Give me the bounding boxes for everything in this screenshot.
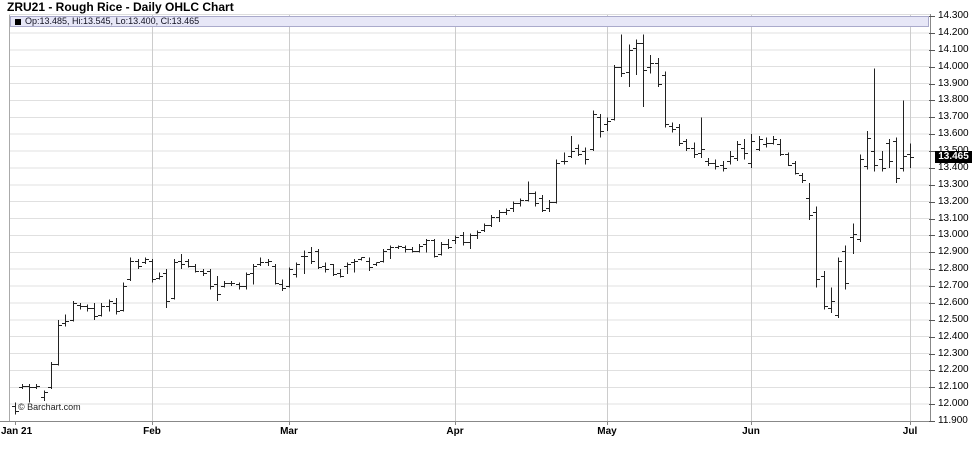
y-axis-tick-label: 13.900 bbox=[938, 78, 969, 89]
y-axis-tick-label: 13.100 bbox=[938, 213, 969, 224]
x-axis-month-label: Mar bbox=[280, 426, 298, 437]
barchart-watermark: © Barchart.com bbox=[18, 402, 81, 412]
x-axis-month-label: Feb bbox=[143, 426, 161, 437]
y-axis-tick-label: 12.300 bbox=[938, 348, 969, 359]
y-axis-tick-label: 12.500 bbox=[938, 314, 969, 325]
chart-title: ZRU21 - Rough Rice - Daily OHLC Chart bbox=[7, 0, 234, 14]
y-axis-tick-label: 13.000 bbox=[938, 229, 969, 240]
y-axis-tick-label: 13.700 bbox=[938, 111, 969, 122]
x-axis-month-label: Apr bbox=[446, 426, 464, 437]
y-axis-tick-label: 13.600 bbox=[938, 128, 969, 139]
y-axis-tick-label: 12.000 bbox=[938, 398, 969, 409]
ohlc-legend: Op:13.485, Hi:13.545, Lo:13.400, Cl:13.4… bbox=[10, 16, 929, 27]
y-axis-tick-label: 12.800 bbox=[938, 263, 969, 274]
x-axis-month-label: Jun bbox=[742, 426, 760, 437]
x-axis-month-label: Jan 21 bbox=[1, 426, 33, 437]
y-axis-tick-label: 14.200 bbox=[938, 27, 969, 38]
ohlc-legend-text: Op:13.485, Hi:13.545, Lo:13.400, Cl:13.4… bbox=[25, 16, 200, 26]
y-axis-tick-label: 12.900 bbox=[938, 246, 969, 257]
last-price-badge: 13.465 bbox=[935, 151, 972, 163]
y-axis-tick-label: 12.100 bbox=[938, 381, 969, 392]
x-axis-month-label: Jul bbox=[902, 426, 918, 437]
ohlc-swatch-icon bbox=[15, 18, 21, 25]
y-axis-tick-label: 14.300 bbox=[938, 10, 969, 21]
y-axis-tick-label: 11.900 bbox=[938, 415, 968, 426]
y-axis-tick-label: 13.500 bbox=[938, 145, 974, 157]
y-axis-tick-label: 13.800 bbox=[938, 94, 969, 105]
y-axis-tick-label: 14.100 bbox=[938, 44, 969, 55]
y-axis-tick-label: 12.400 bbox=[938, 331, 969, 342]
y-axis-tick-label: 13.200 bbox=[938, 196, 969, 207]
x-axis-month-label: May bbox=[597, 426, 617, 437]
y-axis-tick-label: 13.400 bbox=[938, 162, 969, 173]
y-axis-tick-label: 13.300 bbox=[938, 179, 969, 190]
y-axis-tick-label: 14.000 bbox=[938, 61, 969, 72]
y-axis-tick-label: 12.200 bbox=[938, 364, 969, 375]
y-axis-tick-label: 12.700 bbox=[938, 280, 969, 291]
y-axis-tick-label: 12.600 bbox=[938, 297, 969, 308]
